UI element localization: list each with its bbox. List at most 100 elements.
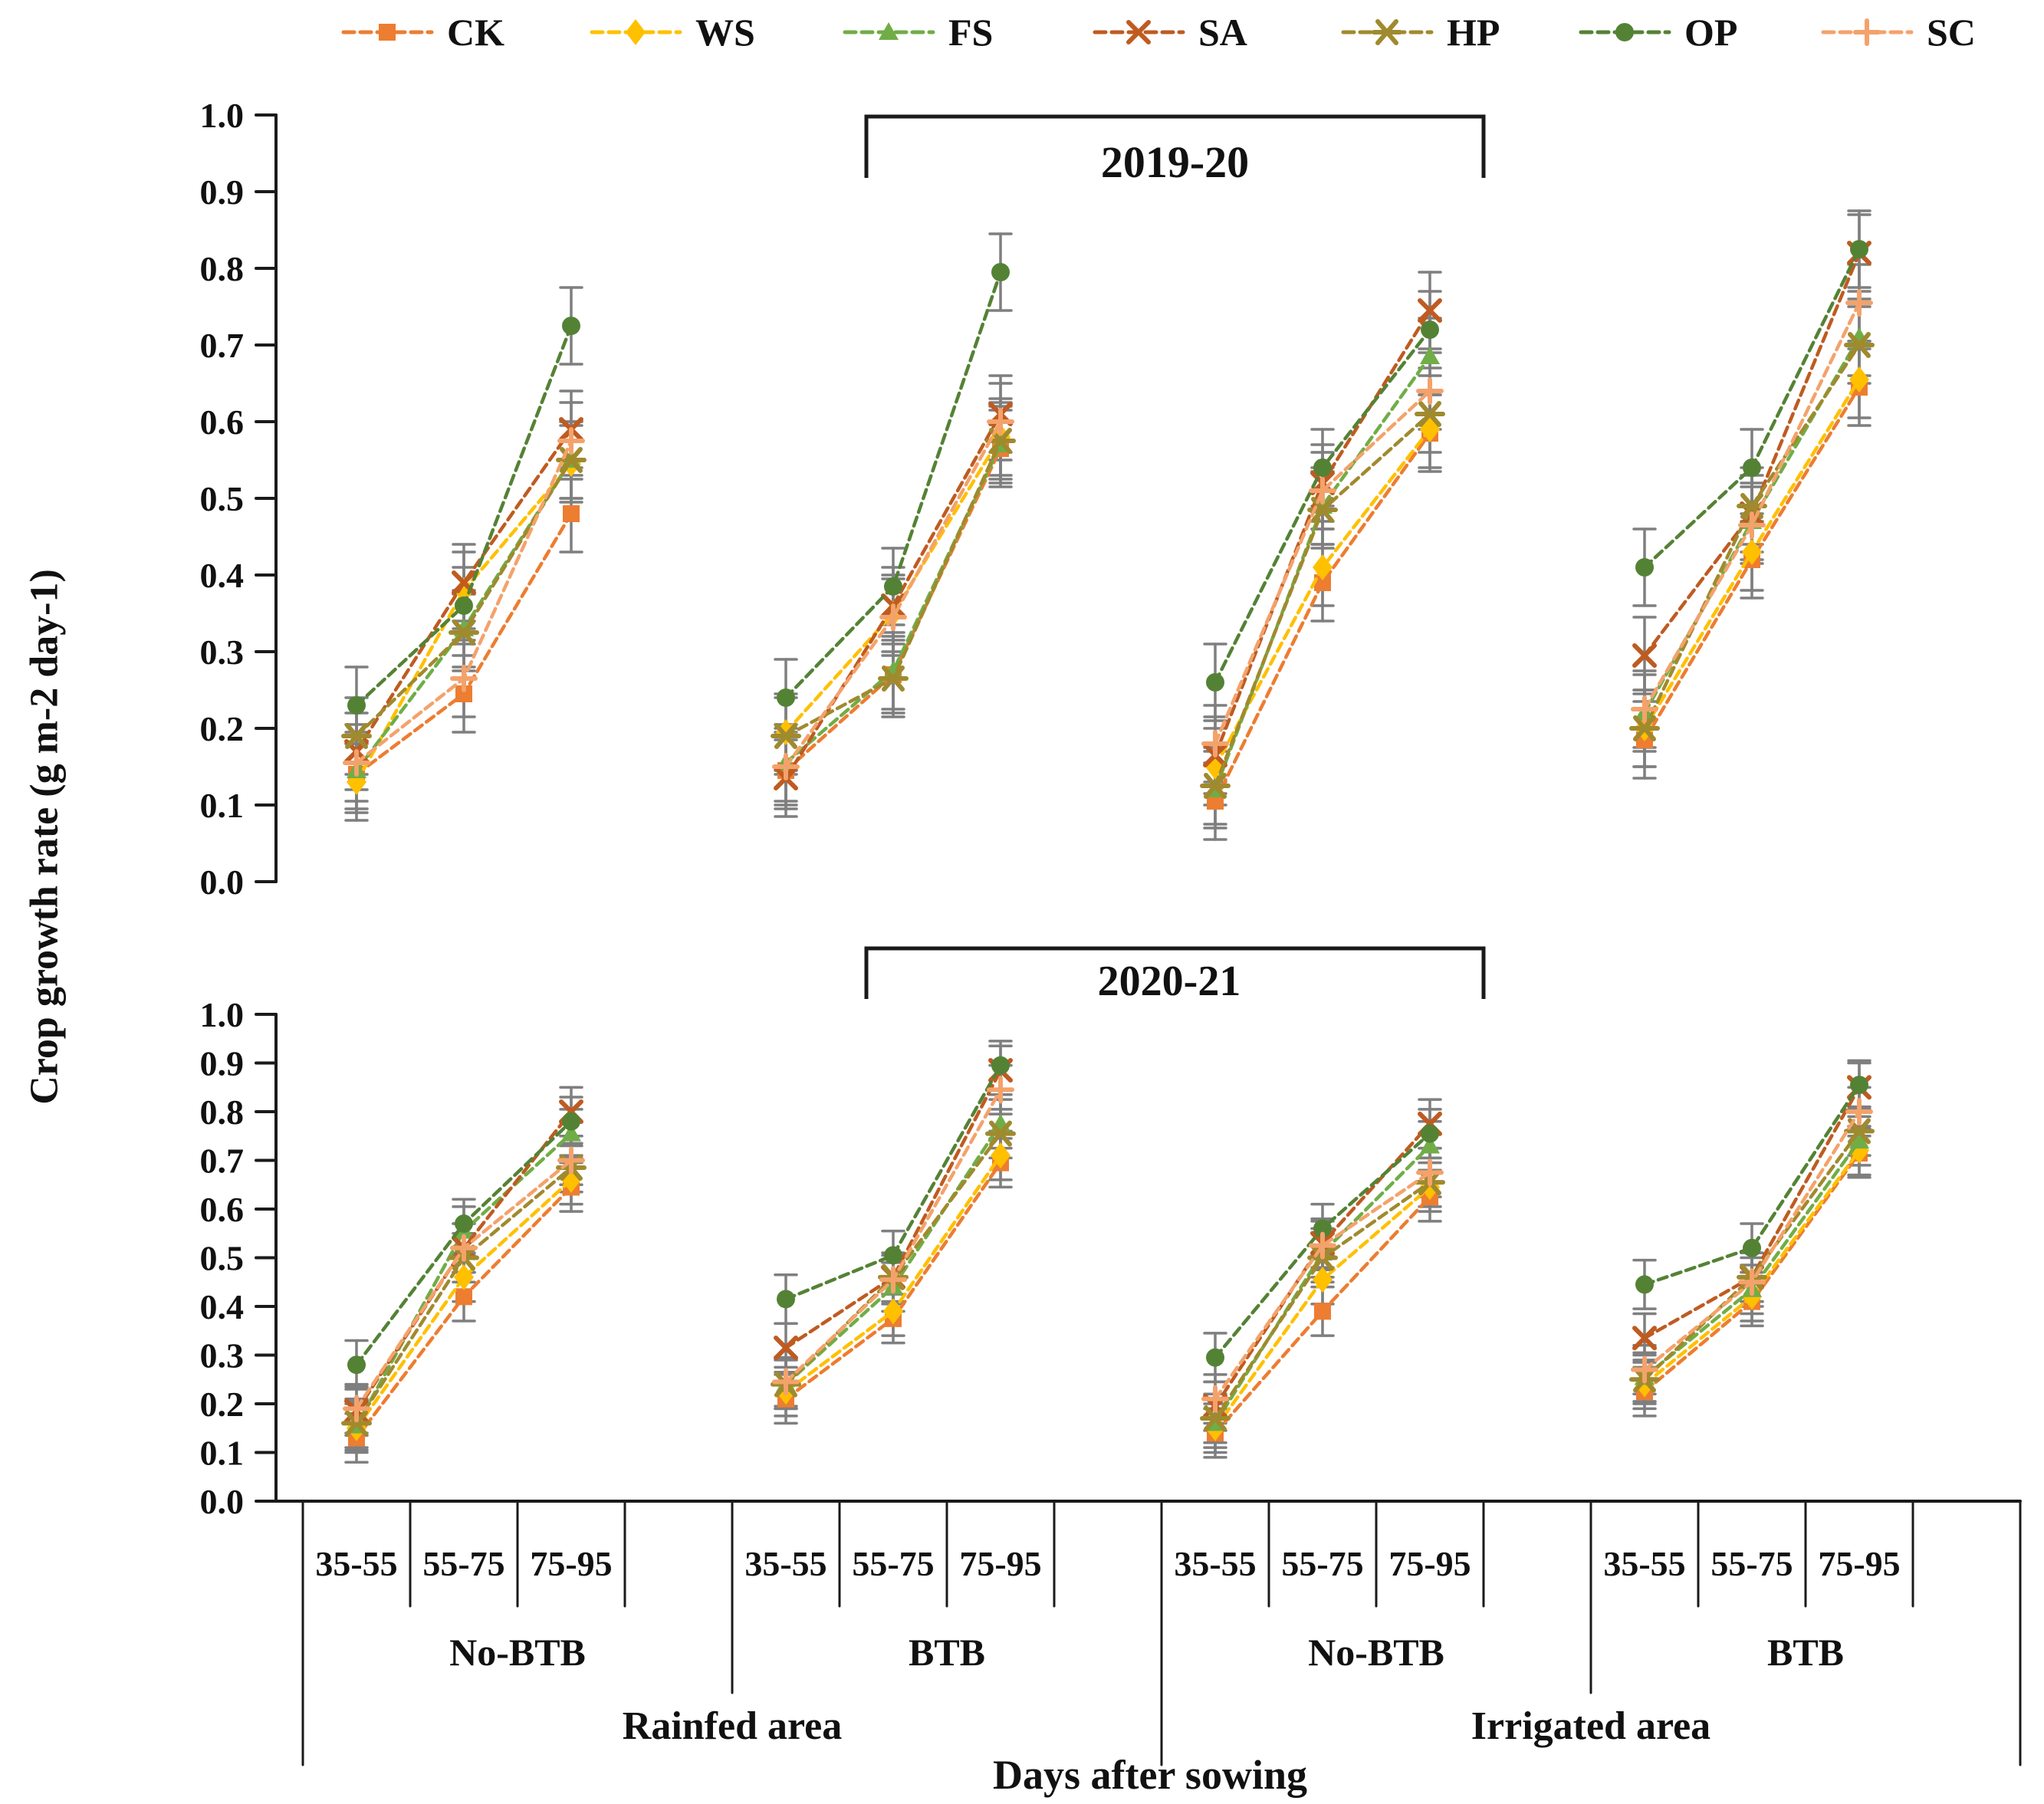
line [1204,1405,1227,1432]
marker-circle [777,1290,795,1309]
interval-label: 35-55 [744,1544,826,1583]
marker-plus [1201,1385,1229,1413]
line [1418,401,1441,427]
y-tick-label: 0.3 [200,633,245,672]
line [452,619,475,646]
series-SC-2019-20 [343,289,1873,780]
marker-asterisk [1372,19,1402,45]
btb-label: No-BTB [1308,1631,1444,1674]
y-tick-label: 0.3 [200,1336,245,1375]
marker-x [1418,298,1442,323]
marker-circle [1206,673,1224,692]
legend-item-OP: OP [1579,11,1737,54]
marker-plus [1201,730,1229,757]
year-bracket [864,114,1486,178]
line [1204,773,1227,799]
y-tick-label: 0.9 [200,173,245,212]
marker-circle [562,317,580,335]
marker-circle [884,577,902,596]
interval-label: 35-55 [315,1544,397,1583]
marker-x [774,1335,798,1360]
marker-plus [1309,1231,1336,1260]
marker-plus [343,1395,370,1423]
legend: CK WS FS SA HP OP SC [341,11,1976,54]
marker-circle [1313,1219,1332,1238]
marker-triangle [879,22,899,40]
legend-item-SC: SC [1821,11,1976,54]
legend-item-CK: CK [341,11,504,54]
marker-plus [772,1368,800,1396]
y-tick-label: 1.0 [200,995,245,1034]
marker-plus [1845,289,1873,317]
marker-asterisk [1629,715,1660,741]
marker-square [379,24,396,41]
y-tick-label: 0.6 [200,403,245,442]
marker-plus [1631,695,1658,723]
marker-circle [562,1112,580,1131]
legend-label: FS [948,11,993,54]
y-tick-label: 0.4 [200,556,245,595]
marker-circle [1635,558,1654,577]
marker-x [1126,20,1151,44]
panel-2020-21: 0.0 0.1 0.2 0.3 0.4 0.5 0.6 0.7 0.8 0.9 1.0 [200,946,1875,1521]
marker-triangle [1420,1135,1440,1154]
line [345,723,368,749]
marker-triangle [1420,347,1440,364]
line [989,428,1012,454]
y-tick-label: 0.7 [200,326,245,365]
series-line [784,1068,1003,1350]
series-SC-2020-21 [343,1076,1873,1423]
marker-circle [347,1355,366,1375]
marker-square [455,685,472,702]
legend-label: SC [1927,11,1976,54]
marker-plus [1853,18,1881,46]
y-tick-label: 0.6 [200,1190,245,1229]
marker-circle [884,1246,902,1265]
marker-circle [1850,240,1868,258]
marker-circle [455,1214,473,1234]
line [1126,20,1151,44]
line [1418,298,1442,323]
marker-diamond [1313,554,1333,580]
marker-circle [1743,1238,1761,1257]
series-HP-2019-20 [341,332,1875,799]
interval-label: 75-95 [959,1544,1041,1583]
legend-item-HP: HP [1341,11,1500,54]
y-tick-label: 0.8 [200,249,245,288]
series-CK-2019-20 [348,379,1868,810]
marker-square [1314,1303,1331,1320]
line [345,1410,368,1437]
interval-label: 55-75 [1710,1544,1793,1583]
y-tick-label: 0.7 [200,1142,245,1181]
interval-label: 55-75 [852,1544,934,1583]
line [989,1120,1012,1147]
marker-asterisk [985,1120,1016,1147]
marker-circle [1850,1076,1868,1095]
line [1632,1326,1657,1351]
marker-plus [450,1234,478,1262]
marker-asterisk [341,1410,372,1437]
panel-2019-20: 0.0 0.1 0.2 0.3 0.4 0.5 0.6 0.7 0.8 0.9 1.0 [200,96,1875,902]
marker-x [1632,643,1657,668]
y-tick-label: 0.4 [200,1287,245,1326]
marker-square [563,505,580,522]
line [1311,497,1334,523]
marker-square [1314,574,1331,591]
series-OP-2019-20 [347,240,1868,715]
interval-label: 75-95 [1818,1544,1900,1583]
marker-circle [347,696,366,715]
marker-plus [1738,1268,1766,1296]
marker-plus [557,427,585,455]
series-line [1642,1083,1862,1286]
x-axis-title: Days after sowing [993,1752,1307,1798]
marker-diamond [991,1142,1010,1169]
series-line [1213,1171,1432,1401]
marker-diamond [1849,366,1869,393]
marker-plus [1738,511,1766,539]
marker-plus [879,603,907,631]
marker-square [455,1288,472,1306]
marker-plus [1631,1355,1658,1384]
marker-circle [777,688,795,707]
marker-asterisk [1415,401,1445,427]
